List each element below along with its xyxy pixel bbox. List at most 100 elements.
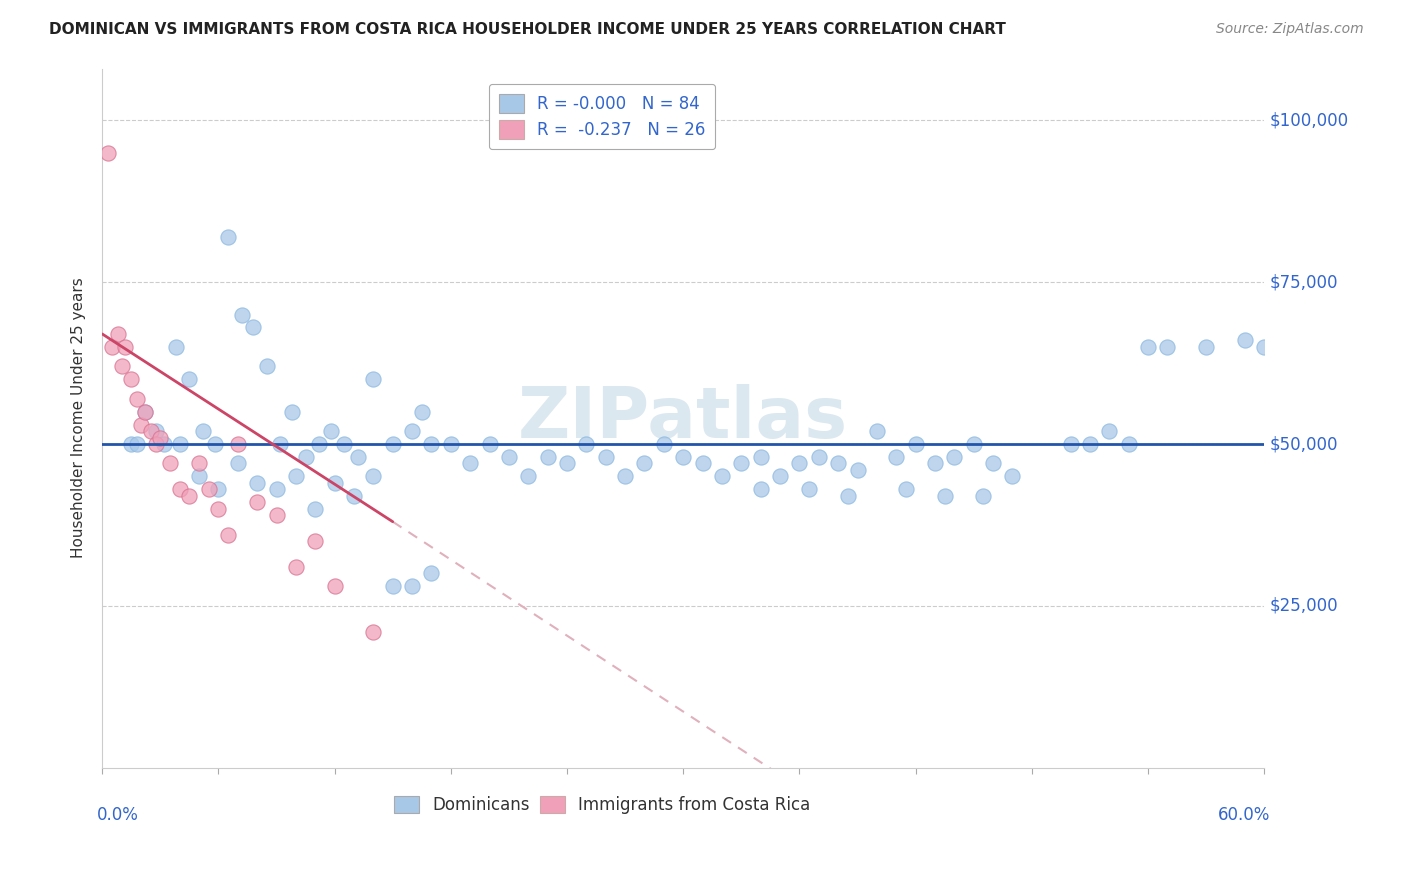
Point — [633, 457, 655, 471]
Point — [125, 437, 148, 451]
Point — [1156, 340, 1178, 354]
Point — [294, 450, 316, 464]
Point — [614, 469, 637, 483]
Point — [789, 457, 811, 471]
Point — [1253, 340, 1275, 354]
Point — [101, 340, 124, 354]
Point — [145, 437, 167, 451]
Point — [149, 431, 172, 445]
Point — [363, 372, 385, 386]
Point — [894, 483, 917, 497]
Point — [120, 437, 142, 451]
Point — [284, 560, 307, 574]
Point — [207, 483, 229, 497]
Point — [827, 457, 849, 471]
Text: 60.0%: 60.0% — [1218, 806, 1270, 824]
Y-axis label: Householder Income Under 25 years: Householder Income Under 25 years — [72, 277, 86, 558]
Point — [134, 404, 156, 418]
Point — [125, 392, 148, 406]
Point — [807, 450, 830, 464]
Point — [866, 424, 889, 438]
Point — [266, 483, 288, 497]
Point — [363, 469, 385, 483]
Point — [411, 404, 433, 418]
Point — [1001, 469, 1024, 483]
Point — [197, 483, 219, 497]
Point — [401, 579, 423, 593]
Point — [692, 457, 714, 471]
Point — [943, 450, 966, 464]
Point — [110, 359, 132, 374]
Point — [165, 340, 187, 354]
Point — [134, 404, 156, 418]
Point — [256, 359, 278, 374]
Point — [904, 437, 927, 451]
Point — [191, 424, 214, 438]
Point — [114, 340, 136, 354]
Point — [343, 489, 366, 503]
Point — [710, 469, 733, 483]
Point — [1118, 437, 1140, 451]
Point — [595, 450, 617, 464]
Point — [188, 469, 211, 483]
Point — [517, 469, 540, 483]
Point — [1078, 437, 1101, 451]
Point — [981, 457, 1004, 471]
Point — [963, 437, 986, 451]
Text: $75,000: $75,000 — [1270, 273, 1339, 291]
Point — [159, 457, 181, 471]
Point — [440, 437, 463, 451]
Point — [730, 457, 752, 471]
Point — [749, 450, 772, 464]
Point — [304, 501, 326, 516]
Point — [1098, 424, 1121, 438]
Point — [153, 437, 176, 451]
Point — [246, 475, 269, 490]
Point — [478, 437, 501, 451]
Point — [498, 450, 520, 464]
Point — [972, 489, 994, 503]
Point — [1059, 437, 1081, 451]
Point — [231, 308, 253, 322]
Point — [145, 424, 167, 438]
Point — [97, 145, 120, 160]
Point — [575, 437, 598, 451]
Point — [188, 457, 211, 471]
Point — [204, 437, 226, 451]
Text: $25,000: $25,000 — [1270, 597, 1339, 615]
Point — [207, 501, 229, 516]
Text: ZIPatlas: ZIPatlas — [519, 384, 848, 452]
Point — [420, 566, 443, 581]
Point — [246, 495, 269, 509]
Point — [381, 579, 404, 593]
Point — [333, 437, 356, 451]
Point — [555, 457, 578, 471]
Point — [107, 326, 129, 341]
Point — [217, 527, 239, 541]
Text: $100,000: $100,000 — [1270, 112, 1350, 129]
Point — [381, 437, 404, 451]
Point — [401, 424, 423, 438]
Point — [304, 534, 326, 549]
Point — [266, 508, 288, 523]
Point — [179, 372, 201, 386]
Point — [924, 457, 946, 471]
Text: $50,000: $50,000 — [1270, 435, 1339, 453]
Point — [129, 417, 152, 432]
Legend: Dominicans, Immigrants from Costa Rica: Dominicans, Immigrants from Costa Rica — [385, 788, 818, 822]
Point — [120, 372, 142, 386]
Point — [846, 463, 869, 477]
Point — [217, 230, 239, 244]
Point — [347, 450, 370, 464]
Point — [1195, 340, 1218, 354]
Point — [323, 579, 346, 593]
Point — [837, 489, 859, 503]
Point — [1233, 334, 1256, 348]
Point — [1137, 340, 1160, 354]
Point — [169, 483, 191, 497]
Point — [308, 437, 330, 451]
Point — [672, 450, 695, 464]
Point — [537, 450, 560, 464]
Text: DOMINICAN VS IMMIGRANTS FROM COSTA RICA HOUSEHOLDER INCOME UNDER 25 YEARS CORREL: DOMINICAN VS IMMIGRANTS FROM COSTA RICA … — [49, 22, 1007, 37]
Point — [652, 437, 675, 451]
